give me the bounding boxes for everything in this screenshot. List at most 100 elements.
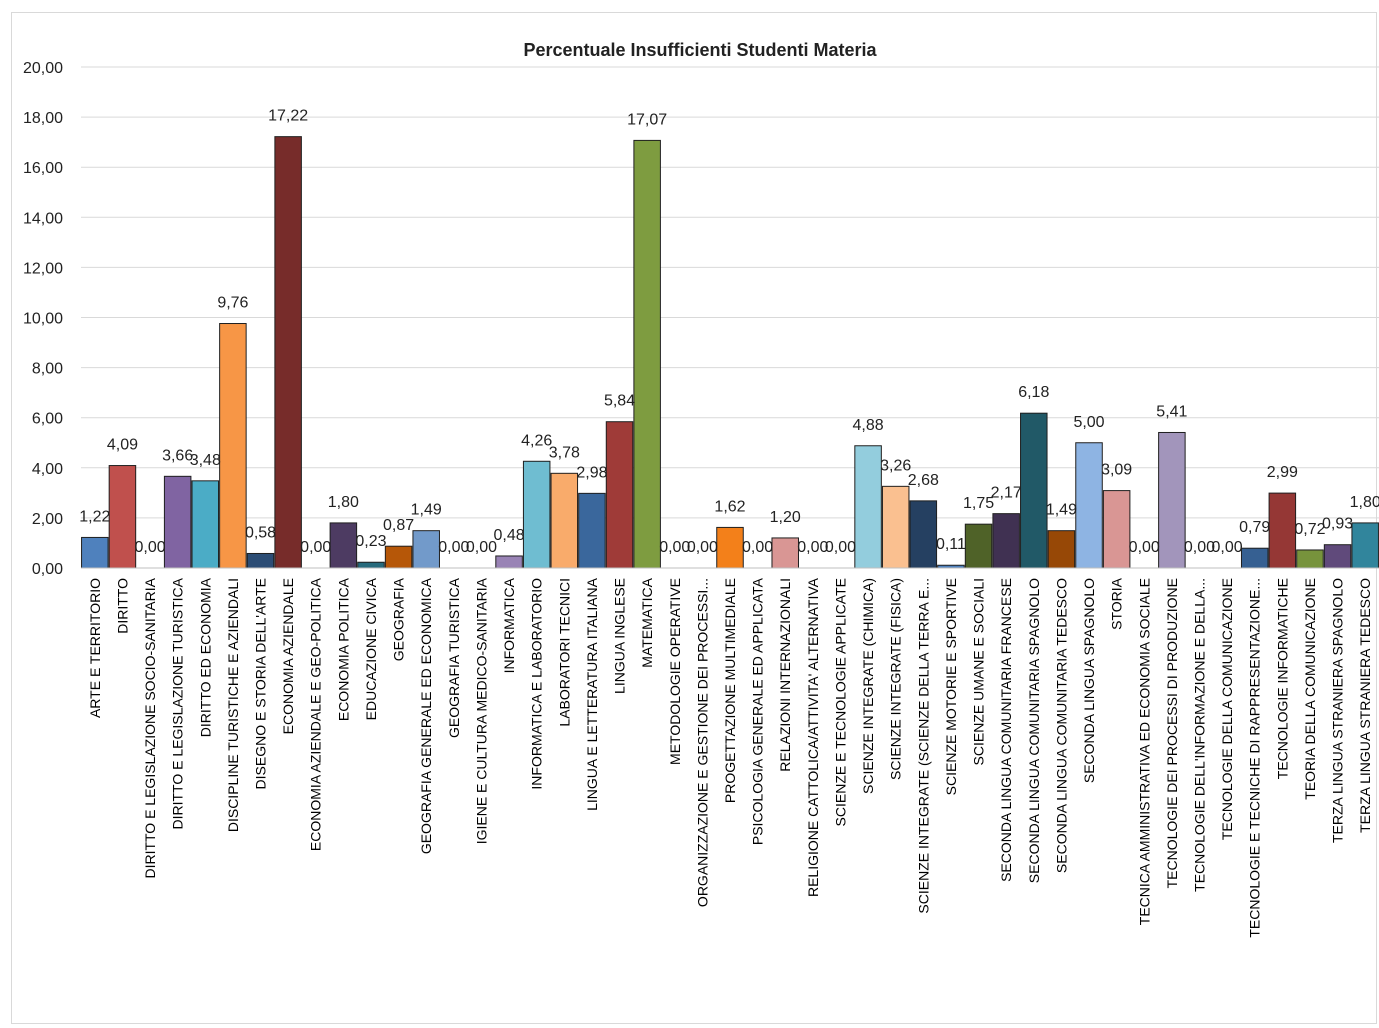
bar [550,472,579,569]
data-label: 0,00 [742,539,773,556]
data-label: 5,41 [1156,403,1187,420]
bar [1020,412,1048,569]
category-label: PSICOLOGIA GENERALE ED APPLICATA [750,577,766,845]
data-label: 0,00 [659,539,690,556]
bars [81,136,1379,569]
category-label: TECNOLOGIE DELL'INFORMAZIONE E DELLA... [1191,578,1207,892]
category-label: TERZA LINGUA STRANIERA SPAGNOLO [1330,578,1346,843]
y-tick-label: 6,00 [32,411,63,428]
data-label: 2,98 [576,464,607,481]
chart-title: Percentuale Insufficienti Studenti Mater… [523,40,877,60]
data-label: 0,11 [936,536,966,553]
category-label: SECONDA LINGUA SPAGNOLO [1081,578,1097,783]
bar [384,545,413,569]
bar [81,536,109,569]
data-label: 0,00 [1184,539,1215,556]
category-label: RELAZIONI INTERNAZIONALI [777,578,793,772]
category-label: IGIENE E CULTURA MEDICO-SANITARIA [473,577,489,844]
bar [909,500,938,569]
bar [522,460,551,569]
data-label: 0,58 [245,524,276,541]
category-label: TECNOLOGIE DELLA COMUNICAZIONE [1219,578,1235,840]
category-label: SECONDA LINGUA COMUNITARIA FRANCESE [998,578,1014,882]
data-label: 1,62 [714,498,745,515]
category-label: LABORATORI TECNICI [556,578,572,727]
bar [578,492,606,569]
y-tick-label: 18,00 [23,110,63,127]
category-label: TECNOLOGIE E TECNICHE DI RAPPRESENTAZION… [1247,578,1263,938]
data-label: 5,84 [604,393,635,410]
data-label: 1,80 [328,494,359,511]
data-label: 0,00 [797,539,828,556]
bar [1158,431,1186,569]
data-label: 5,00 [1073,414,1104,431]
bar [246,552,275,569]
bar [771,537,799,569]
y-tick-label: 16,00 [23,160,63,177]
bar [274,136,302,569]
data-label: 1,49 [1046,502,1077,519]
data-label: 3,48 [190,452,221,469]
category-label: METODOLOGIE OPERATIVE [667,578,683,765]
data-label: 0,00 [1212,539,1243,556]
data-label: 6,18 [1018,384,1049,401]
category-label: MATEMATICA [639,577,655,667]
data-label: 0,00 [1129,539,1160,556]
category-label: TECNOLOGIE DEI PROCESSI DI PRODUZIONE [1164,578,1180,888]
data-label: 0,79 [1239,519,1270,536]
category-label: INFORMATICA [501,577,517,673]
y-tick-label: 14,00 [23,210,63,227]
category-label: TECNOLOGIE INFORMATICHE [1274,578,1290,779]
bar [881,485,910,569]
data-label: 3,09 [1101,462,1132,479]
category-label: GEOGRAFIA TURISTICA [446,577,462,738]
category-label: SECONDA LINGUA COMUNITARIA TEDESCO [1053,578,1069,873]
data-label: 0,00 [438,539,469,556]
category-label: DISEGNO E STORIA DELL'ARTE [253,578,269,789]
y-tick-label: 20,00 [23,60,63,77]
category-labels: ARTE E TERRITORIO DIRITTO DIRITTO E LEGISL… [87,577,1373,937]
y-tick-label: 4,00 [32,461,63,478]
data-label: 0,00 [825,539,856,556]
category-label: ECONOMIA POLITICA [335,577,351,721]
category-label: SCIENZE INTEGRATE (FISICA) [888,578,904,780]
category-label: SCIENZE UMANE E SOCIALI [971,578,987,765]
data-labels: 1,22 4,09 0,00 3,663,48 9,76 0,58 17,22 0,00 1,8… [79,108,1379,556]
category-label: DISCIPLINE TURISTICHE E AZIENDALI [225,578,241,832]
bar [964,523,993,569]
bar [329,522,358,569]
category-label: DIRITTO E LEGISLAZIONE TURISTICA [170,577,186,829]
category-label: ECONOMIA AZIENDALE E GEO-POLITICA [308,577,324,851]
category-label: DIRITTO E LEGISLAZIONE SOCIO-SANITARIA [142,577,158,878]
bar [1323,544,1352,569]
category-label: SCIENZE INTEGRATE (SCIENZE DELLA TERRA E… [915,578,931,914]
bar [633,139,661,569]
bar [412,530,440,569]
category-label: ORGANIZZAZIONE E GESTIONE DEI PROCESSI..… [694,578,710,907]
category-label: ECONOMIA AZIENDALE [280,578,296,734]
bar [1268,492,1297,569]
data-label: 0,48 [493,527,524,544]
data-label: 1,75 [963,495,994,512]
category-label: PROGETTAZIONE MULTIMEDIALE [722,578,738,803]
category-label: STORIA [1109,577,1125,630]
category-label: LINGUA E LETTERATURA ITALIANA [584,577,600,811]
data-label: 4,26 [521,432,552,449]
data-label: 1,80 [1350,494,1379,511]
category-label: GEOGRAFIA [391,577,407,661]
category-label: LINGUA INGLESE [612,578,628,694]
data-label: 2,99 [1267,464,1298,481]
bar [1047,530,1076,569]
data-label: 17,07 [627,111,667,128]
bar [357,561,385,569]
data-label: 0,00 [300,539,331,556]
category-label: DIRITTO [114,578,130,634]
category-label: DIRITTO ED ECONOMIA [197,577,213,737]
bar [163,475,192,569]
data-label: 4,09 [107,437,138,454]
data-label: 0,00 [466,539,497,556]
y-axis-ticks: 0,00 2,00 4,00 6,00 8,00 10,00 12,00 14,00 16,00… [23,60,63,578]
data-label: 3,26 [880,457,911,474]
y-tick-label: 8,00 [32,361,63,378]
data-label: 3,66 [162,447,193,464]
